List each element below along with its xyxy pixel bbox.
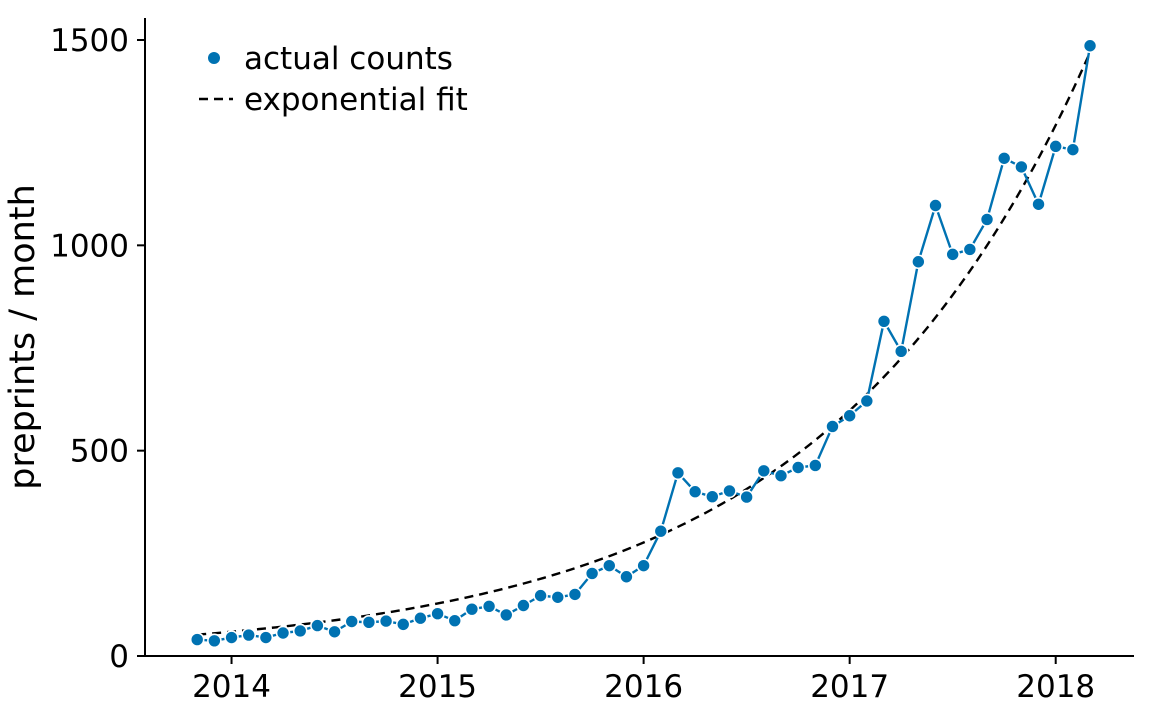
data-point [430,606,445,622]
data-point [258,630,274,645]
data-point [275,625,291,641]
data-point [825,419,840,434]
data-point [636,558,651,573]
data-point [224,630,239,645]
data-point [876,314,892,329]
legend-label-actual-counts: actual counts [244,41,453,77]
x-tick-label: 2014 [192,669,271,705]
data-point [601,558,617,573]
y-tick-label: 0 [109,639,129,675]
data-point [567,587,583,602]
data-point [722,483,737,499]
data-point [1048,139,1063,154]
x-ticks: 2014 2015 2016 2017 2018 [192,656,1095,705]
plot-area [189,38,1098,649]
data-point [859,393,875,409]
data-point [413,610,428,626]
data-point [1065,142,1081,157]
y-ticks: 0 500 1000 1500 [50,23,145,675]
data-point [344,614,360,629]
data-point [928,198,943,213]
data-point [962,242,978,257]
data-point [687,484,703,500]
data-point [447,613,463,628]
data-point [739,489,754,505]
fit-layer [197,51,1092,636]
data-point [481,599,497,614]
data-point [945,247,960,262]
data-point [756,463,772,479]
y-tick-label: 1000 [50,228,129,264]
data-point [533,588,548,603]
data-point [464,601,480,617]
data-point [773,468,789,484]
fit-line-exponential [197,51,1092,636]
x-tick-label: 2018 [1016,669,1095,705]
data-point [1014,159,1029,175]
x-tick-label: 2016 [604,669,683,705]
data-point [361,615,377,630]
data-point [911,254,926,270]
y-axis-label: preprints / month [3,184,43,489]
y-tick-label: 1500 [50,23,129,59]
y-tick-label: 500 [70,434,129,470]
data-point [842,408,857,424]
data-point [207,633,222,649]
data-point [619,569,634,585]
legend-label-exponential-fit: exponential fit [244,82,468,118]
data-point [241,627,257,643]
data-point [704,489,720,504]
series-line-actual-counts [197,45,1092,643]
data-point [979,212,995,227]
data-point [550,589,566,605]
data-point [516,598,531,613]
data-point [292,623,308,639]
data-point [670,465,686,481]
data-point [1082,38,1098,54]
data-point [790,460,806,475]
data-point [808,458,823,473]
data-point [498,607,514,623]
series-layer [189,38,1098,649]
data-point [996,150,1012,166]
data-point [395,617,411,632]
legend: actual counts exponential fit [199,41,468,118]
legend-marker-actual-counts [208,52,220,64]
data-point [653,523,669,539]
data-point [584,566,600,581]
data-point [1031,196,1046,212]
data-point [310,618,325,633]
data-point [893,343,909,359]
data-point [327,624,342,640]
data-point [378,613,394,629]
data-point [189,632,205,647]
x-tick-label: 2015 [398,669,477,705]
x-tick-label: 2017 [810,669,889,705]
